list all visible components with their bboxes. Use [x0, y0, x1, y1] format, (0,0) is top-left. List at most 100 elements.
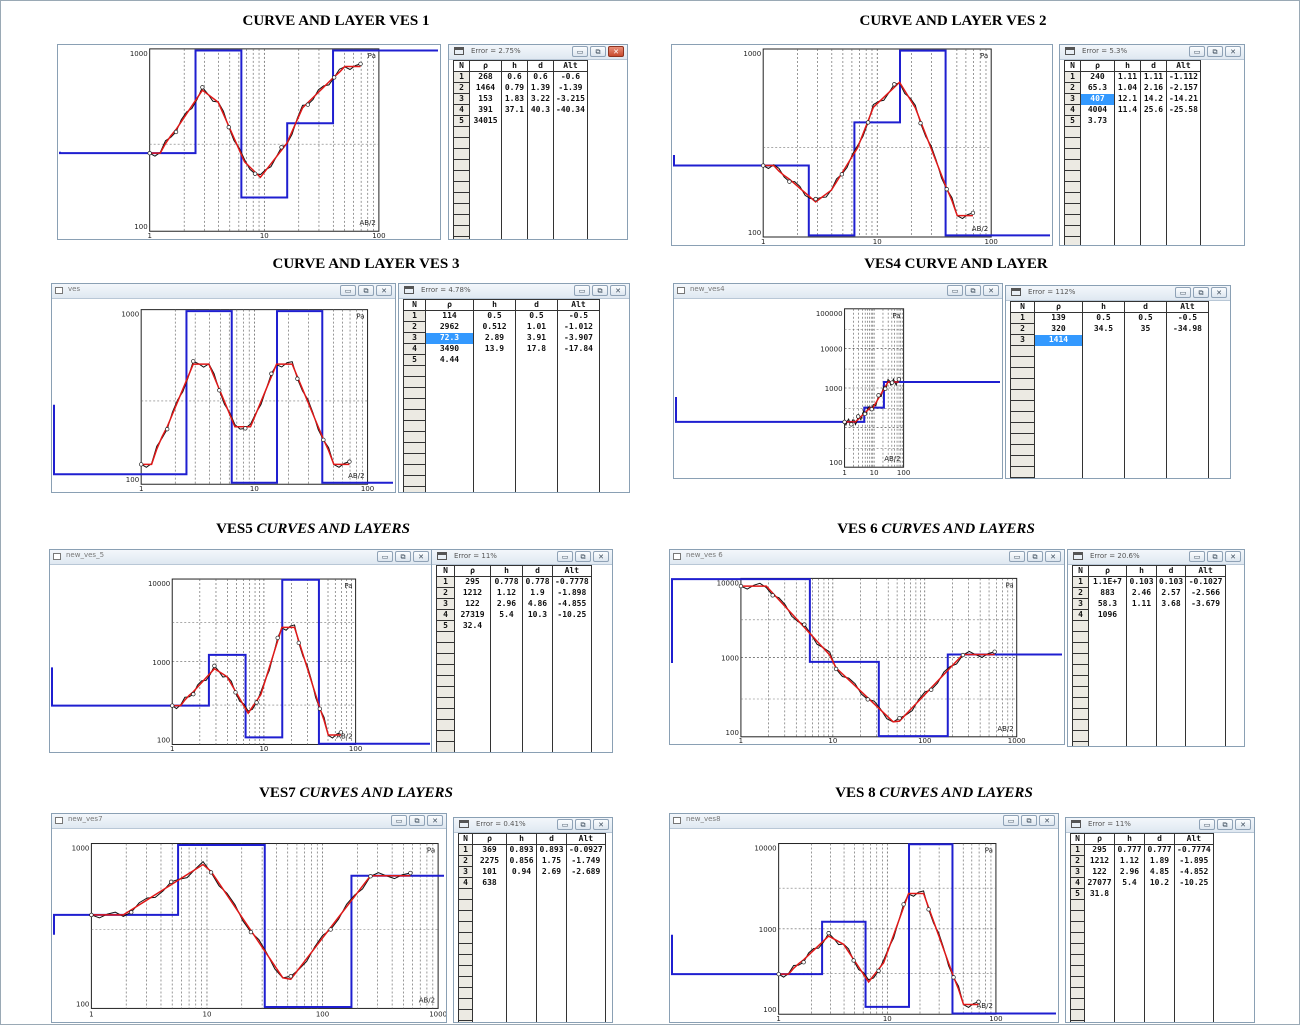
table-cell[interactable]: [1088, 686, 1127, 698]
row-number-cell[interactable]: [436, 730, 455, 742]
table-row[interactable]: [436, 675, 592, 687]
row-number-cell[interactable]: [436, 719, 455, 731]
close-button[interactable]: ✕: [1039, 815, 1055, 826]
row-number-cell[interactable]: [403, 475, 426, 487]
table-cell[interactable]: [501, 159, 528, 171]
table-cell[interactable]: [1155, 697, 1187, 709]
table-row[interactable]: [1070, 910, 1214, 922]
table-row[interactable]: [1010, 477, 1209, 478]
row-number-cell[interactable]: [458, 910, 473, 922]
maximize-button[interactable]: ⧉: [1217, 819, 1233, 830]
table-cell[interactable]: [454, 631, 491, 643]
table-cell[interactable]: 34.5: [1082, 323, 1125, 335]
table-cell[interactable]: [536, 899, 567, 911]
table-cell[interactable]: [1166, 126, 1201, 138]
row-number-cell[interactable]: [403, 453, 426, 465]
column-header[interactable]: N: [1010, 301, 1035, 313]
table-row[interactable]: 4 27077 5.4 10.2 -10.25: [1070, 877, 1214, 889]
table-cell[interactable]: [1124, 455, 1167, 467]
table-cell[interactable]: [1140, 126, 1167, 138]
table-cell[interactable]: [515, 442, 558, 454]
table-cell[interactable]: [1140, 214, 1167, 226]
table-cell[interactable]: [454, 686, 491, 698]
row-number-cell[interactable]: [1010, 411, 1035, 423]
row-number-cell[interactable]: [453, 225, 470, 237]
table-row[interactable]: 1 114 0.5 0.5 -0.5: [403, 310, 600, 322]
table-row[interactable]: [1010, 455, 1209, 467]
close-button[interactable]: ✕: [593, 551, 609, 562]
table-cell[interactable]: [1166, 400, 1209, 412]
row-number-cell[interactable]: [458, 932, 473, 944]
table-row[interactable]: [1072, 664, 1227, 676]
column-header[interactable]: h: [506, 833, 537, 845]
table-row[interactable]: [453, 225, 588, 237]
row-number-cell[interactable]: [436, 642, 455, 654]
table-cell[interactable]: [1144, 943, 1175, 955]
row-number-cell[interactable]: [458, 954, 473, 966]
table-cell[interactable]: [472, 943, 507, 955]
table-cell[interactable]: [522, 631, 553, 643]
table-row[interactable]: [1070, 943, 1214, 955]
row-number-cell[interactable]: [1072, 719, 1089, 731]
table-cell[interactable]: [490, 653, 523, 665]
row-number-cell[interactable]: [1010, 466, 1035, 478]
table-cell[interactable]: [490, 620, 523, 632]
table-cell[interactable]: [1082, 411, 1125, 423]
row-number-cell[interactable]: [453, 236, 470, 239]
column-header[interactable]: ρ: [454, 565, 491, 577]
table-cell[interactable]: [552, 741, 592, 752]
table-cell[interactable]: [1185, 741, 1227, 746]
table-row[interactable]: [1072, 620, 1227, 632]
table-cell[interactable]: [553, 159, 588, 171]
table-row[interactable]: [453, 236, 588, 239]
table-row[interactable]: [1010, 444, 1209, 456]
table-row[interactable]: [1064, 170, 1201, 182]
sounding-plot-window[interactable]: 1000 100 1 10 100 Pa AB/2: [57, 44, 441, 240]
table-cell[interactable]: 3.68: [1155, 598, 1187, 610]
table-cell[interactable]: [553, 236, 588, 239]
table-cell[interactable]: 2962: [425, 321, 474, 333]
table-cell[interactable]: [425, 442, 474, 454]
table-row[interactable]: [1010, 389, 1209, 401]
maximize-button[interactable]: ⧉: [1021, 815, 1037, 826]
minimize-button[interactable]: ▭: [1175, 287, 1191, 298]
table-cell[interactable]: [1080, 126, 1115, 138]
table-cell[interactable]: 2.96: [1114, 866, 1145, 878]
table-cell[interactable]: [515, 376, 558, 388]
table-cell[interactable]: 1464: [469, 82, 502, 94]
table-cell[interactable]: -3.907: [557, 332, 600, 344]
table-cell[interactable]: 0.79: [501, 82, 528, 94]
table-cell[interactable]: 40.3: [527, 104, 554, 116]
table-cell[interactable]: 58.3: [1088, 598, 1127, 610]
table-cell[interactable]: [1126, 620, 1157, 632]
row-number-cell[interactable]: [1070, 1009, 1085, 1021]
table-cell[interactable]: [536, 932, 567, 944]
table-cell[interactable]: [536, 976, 567, 988]
table-cell[interactable]: [501, 148, 528, 160]
close-button[interactable]: ✕: [1225, 46, 1241, 57]
table-row[interactable]: 4 1096: [1072, 609, 1227, 621]
sounding-plot-window[interactable]: new_ves_5 ▭ ⧉ ✕ 10000 1000 100 1 10 100 Pa AB/2: [49, 549, 433, 753]
table-cell[interactable]: -17.84: [557, 343, 600, 355]
table-cell[interactable]: [515, 409, 558, 421]
table-cell[interactable]: [536, 1020, 567, 1022]
table-cell[interactable]: [473, 420, 516, 432]
table-cell[interactable]: [1124, 411, 1167, 423]
table-cell[interactable]: [557, 420, 600, 432]
table-cell[interactable]: [469, 159, 502, 171]
table-cell[interactable]: [1034, 367, 1083, 379]
table-cell[interactable]: 25.6: [1140, 104, 1167, 116]
table-row[interactable]: [436, 653, 592, 665]
table-row[interactable]: 3 407 12.1 14.2 -14.21: [1064, 93, 1201, 105]
row-number-cell[interactable]: [458, 943, 473, 955]
table-cell[interactable]: -0.0927: [566, 844, 606, 856]
table-row[interactable]: [1072, 631, 1227, 643]
table-cell[interactable]: 0.5: [473, 310, 516, 322]
row-number-cell[interactable]: [1064, 192, 1081, 204]
table-cell[interactable]: [454, 653, 491, 665]
table-cell[interactable]: [1140, 148, 1167, 160]
